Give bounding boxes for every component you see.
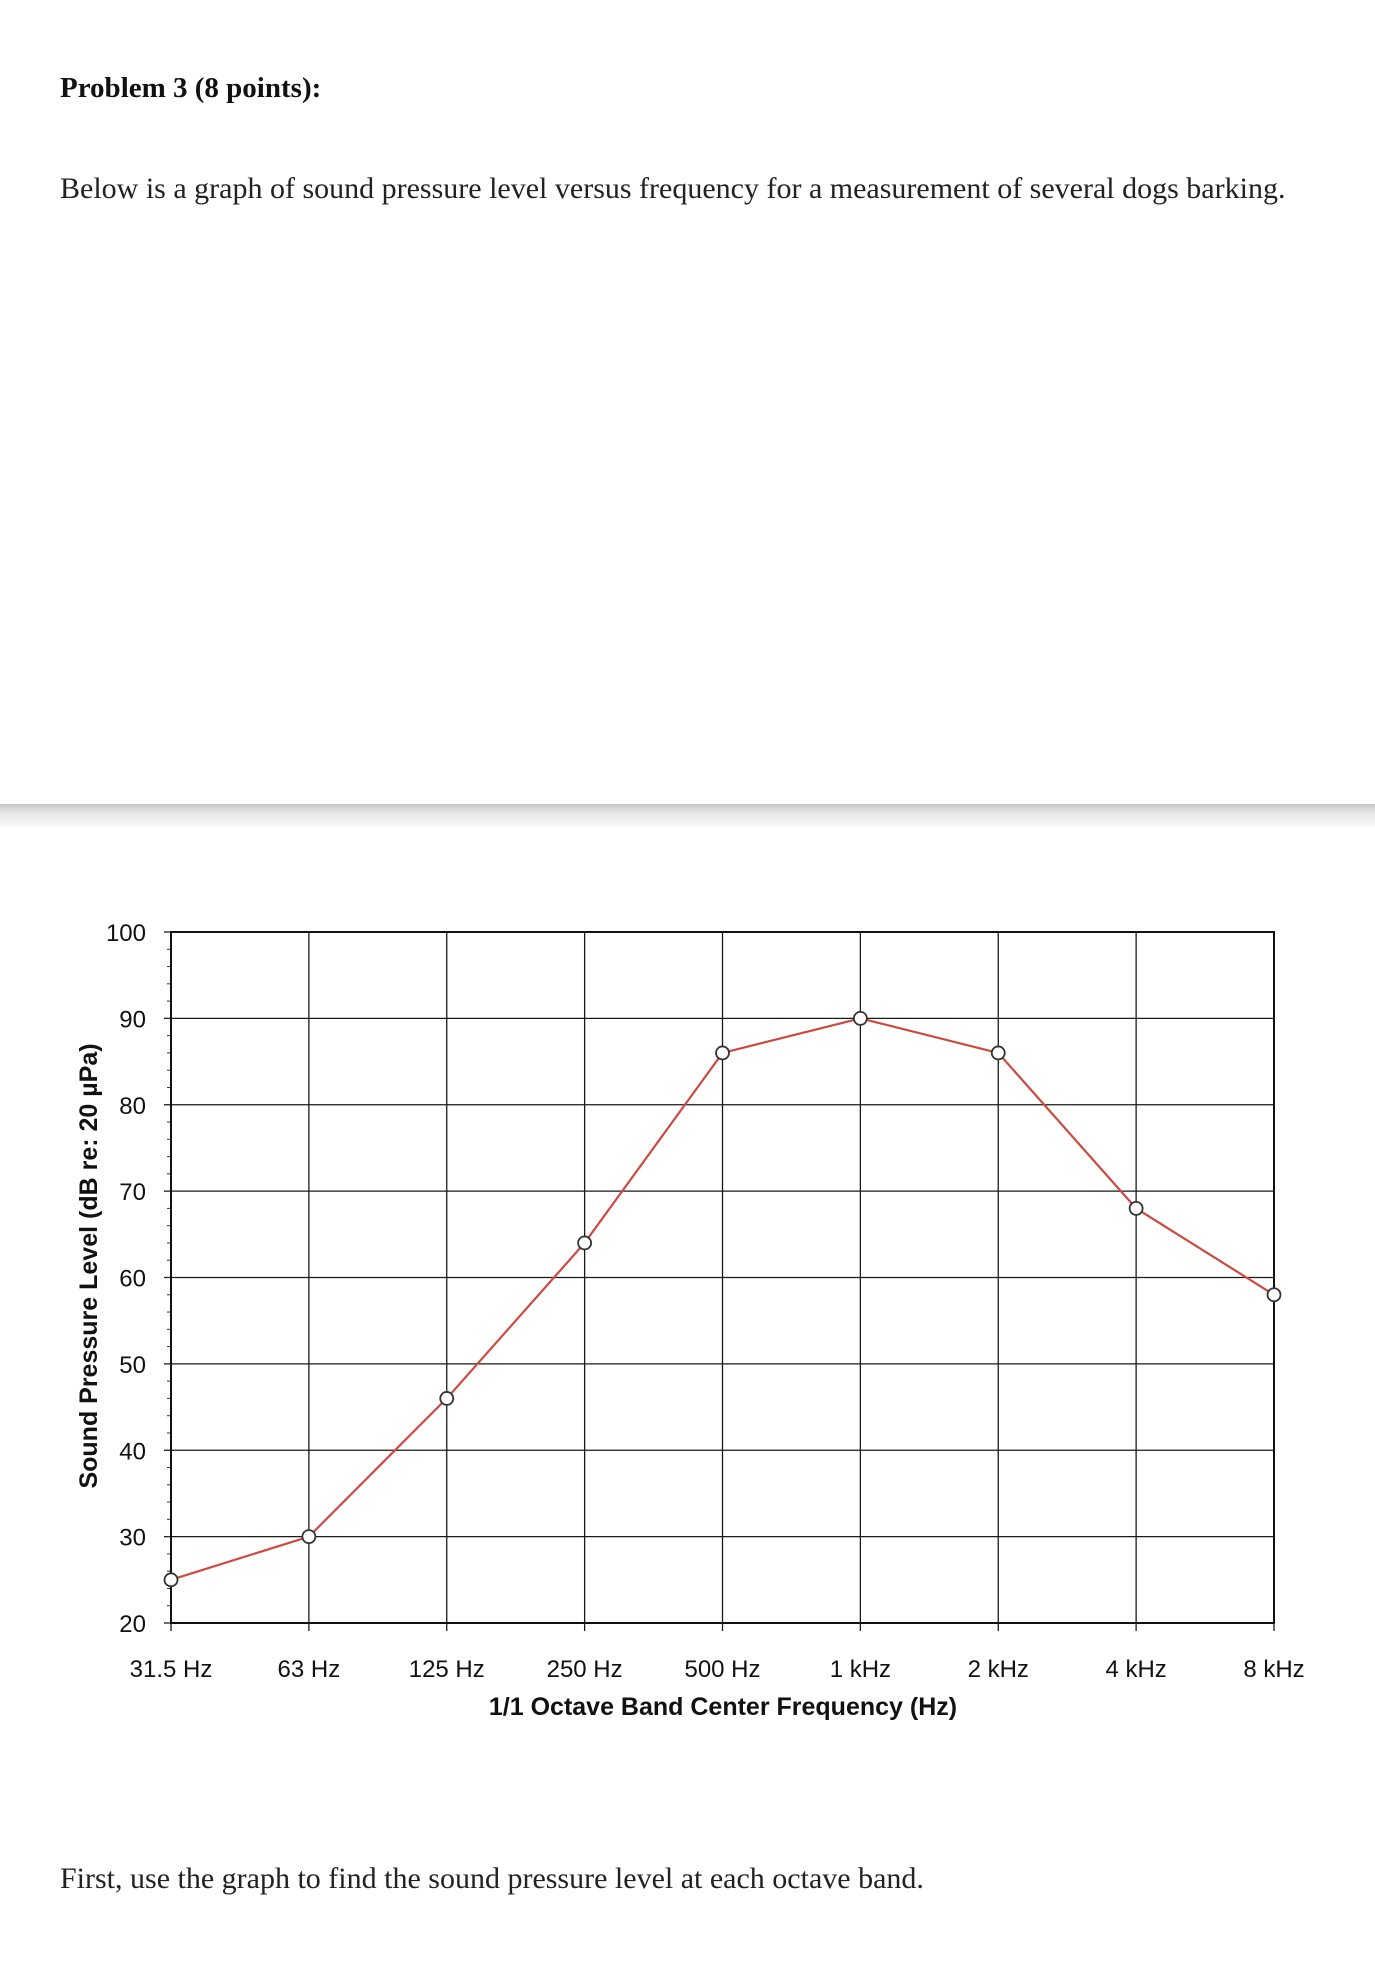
chart-series	[163, 1010, 1282, 1588]
y-tick-label: 100	[106, 920, 146, 947]
problem-instruction: First, use the graph to find the sound p…	[60, 1862, 924, 1895]
problem-heading: Problem 3 (8 points):	[60, 72, 322, 104]
y-axis-label: Sound Pressure Level (dB re: 20 µPa)	[75, 1043, 103, 1488]
data-point	[163, 1572, 179, 1588]
x-tick-label: 250 Hz	[547, 1656, 623, 1683]
x-tick-label: 2 kHz	[968, 1656, 1029, 1683]
y-tick-label: 70	[119, 1179, 146, 1206]
data-point	[577, 1235, 593, 1251]
x-tick-label: 31.5 Hz	[130, 1656, 213, 1683]
y-tick-label: 90	[119, 1006, 146, 1033]
y-axis-ticks: 20 30 40 50 60 70 80 90 100	[106, 920, 146, 1638]
plot-frame	[170, 931, 1275, 1624]
y-tick-label: 60	[119, 1266, 146, 1293]
x-tick-label: 125 Hz	[409, 1656, 485, 1683]
data-point	[715, 1045, 730, 1061]
x-tick-label: 500 Hz	[684, 1656, 760, 1683]
data-point	[1128, 1201, 1144, 1216]
x-axis-label: 1/1 Octave Band Center Frequency (Hz)	[489, 1693, 957, 1721]
chart-grid	[164, 931, 1275, 1631]
data-point	[301, 1529, 317, 1545]
x-axis-ticks: 31.5 Hz 63 Hz 125 Hz 250 Hz 500 Hz 1 kHz 2 kHz…	[130, 1656, 1305, 1683]
x-tick-label: 8 kHz	[1243, 1656, 1304, 1683]
data-point	[852, 1010, 868, 1026]
y-tick-label: 40	[119, 1438, 146, 1465]
y-tick-label: 50	[119, 1352, 146, 1379]
x-tick-label: 63 Hz	[278, 1656, 341, 1683]
x-tick-label: 4 kHz	[1105, 1656, 1166, 1683]
y-tick-label: 20	[119, 1611, 146, 1638]
problem-intro: Below is a graph of sound pressure level…	[60, 172, 1286, 205]
data-point	[1266, 1287, 1282, 1303]
section-divider	[0, 804, 1375, 826]
y-tick-label: 80	[119, 1093, 146, 1120]
y-tick-label: 30	[119, 1525, 146, 1552]
x-tick-label: 1 kHz	[830, 1656, 891, 1683]
data-point	[990, 1045, 1006, 1061]
data-point	[439, 1391, 455, 1406]
